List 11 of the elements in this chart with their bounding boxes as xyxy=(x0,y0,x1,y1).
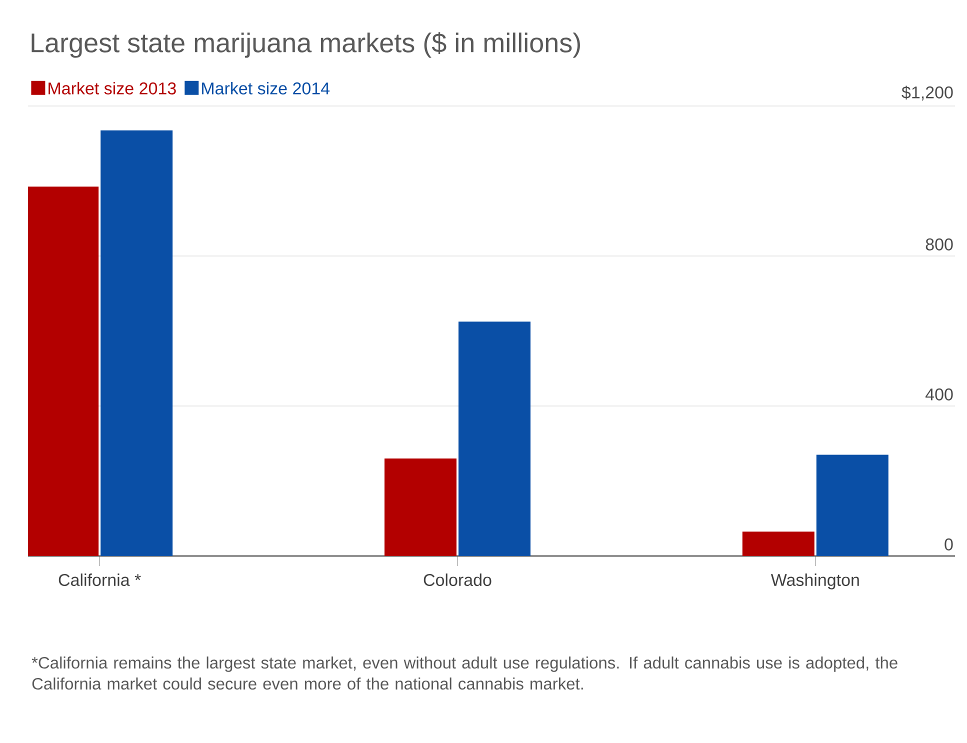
x-tick-label: Colorado xyxy=(424,574,492,586)
text: *California remains the largest state market, even without adult use regulations. If adult cannabis use is adopted, the California market could secure even more of the national cannabis market. xyxy=(32,656,898,690)
legend-label: Market size 2013 xyxy=(48,82,176,94)
x-tick-label: California * xyxy=(58,574,141,586)
x-tick-label: Washington xyxy=(770,574,859,590)
y-tick-label: 0 xyxy=(944,538,953,550)
y-tick-label: 400 xyxy=(925,388,953,400)
legend-label: Market size 2014 xyxy=(202,82,330,94)
chart-title: Largest state marijuana markets ($ in millions) xyxy=(32,32,580,58)
y-tick-label: $1,200 xyxy=(902,86,953,100)
y-tick-label: 800 xyxy=(926,238,953,250)
